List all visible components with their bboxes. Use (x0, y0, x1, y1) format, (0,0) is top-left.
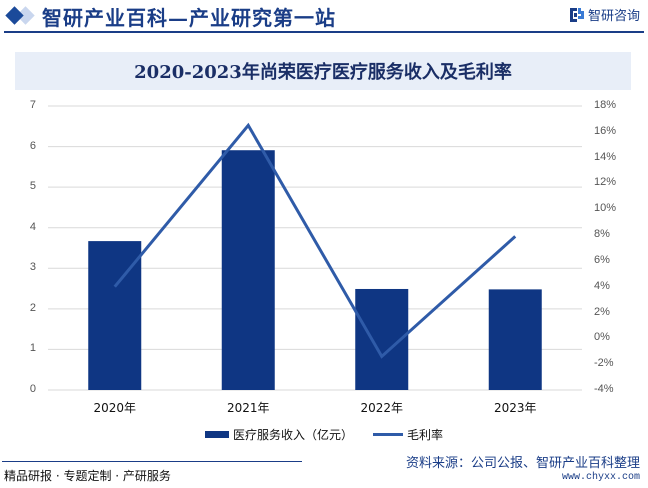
y-right-tick: 18% (594, 99, 617, 111)
legend-label-revenue: 医疗服务收入（亿元） (232, 428, 353, 442)
y-right-tick: 12% (594, 176, 617, 189)
site-title: 智研产业百科—产业研究第一站 (42, 6, 336, 30)
y-left-tick: 3 (29, 261, 36, 274)
brand-logo-icon (569, 7, 584, 22)
y-left-tick: 2 (29, 301, 36, 314)
y-left-tick: 7 (29, 99, 36, 111)
legend-line-swatch-icon (373, 433, 403, 436)
footer-source: 资料来源：公司公报、智研产业百科整理 (405, 456, 640, 471)
y-right-tick: 2% (594, 305, 610, 318)
x-axis-label: 2023年 (493, 401, 537, 415)
brand: 智研咨询 (569, 5, 640, 24)
bar-revenue (221, 150, 275, 390)
y-left-tick: 5 (29, 180, 36, 193)
x-axis-label: 2021年 (226, 401, 270, 415)
footer-services: 精品研报 · 专题定制 · 产研服务 (4, 469, 171, 483)
y-right-tick: -2% (594, 357, 614, 370)
y-right-tick: 16% (594, 124, 617, 137)
header-divider (4, 31, 644, 33)
y-right-tick: 10% (594, 202, 617, 215)
legend-label-margin: 毛利率 (407, 428, 444, 442)
x-axis-label: 2020年 (93, 401, 137, 415)
y-right-tick: 0% (594, 331, 610, 344)
chart-title-box: 2020-2023年尚荣医疗医疗服务收入及毛利率 (15, 52, 631, 90)
page-header: 智研产业百科—产业研究第一站 智研咨询 (0, 0, 648, 33)
legend-item-revenue: 医疗服务收入（亿元） (204, 426, 353, 443)
y-left-tick: 6 (29, 139, 36, 152)
y-right-tick: -4% (594, 383, 614, 395)
chart-title: 2020-2023年尚荣医疗医疗服务收入及毛利率 (134, 62, 512, 83)
brand-name: 智研咨询 (587, 9, 640, 24)
y-right-tick: 4% (594, 279, 610, 292)
x-axis-label: 2022年 (360, 401, 404, 415)
y-left-tick: 4 (29, 220, 36, 233)
legend-bar-swatch-icon (204, 431, 229, 438)
line-gross-margin (113, 122, 517, 359)
chart-legend: 医疗服务收入（亿元） 毛利率 (0, 426, 648, 443)
footer-divider (2, 461, 302, 462)
y-right-tick: 14% (594, 150, 617, 163)
y-left-tick: 0 (29, 383, 36, 395)
y-right-tick: 6% (594, 253, 610, 266)
y-left-tick: 1 (29, 342, 36, 355)
y-right-tick: 8% (594, 228, 610, 241)
bar-revenue (488, 289, 542, 390)
legend-item-margin: 毛利率 (373, 426, 443, 443)
footer-url[interactable]: www.chyxx.com (561, 472, 640, 483)
